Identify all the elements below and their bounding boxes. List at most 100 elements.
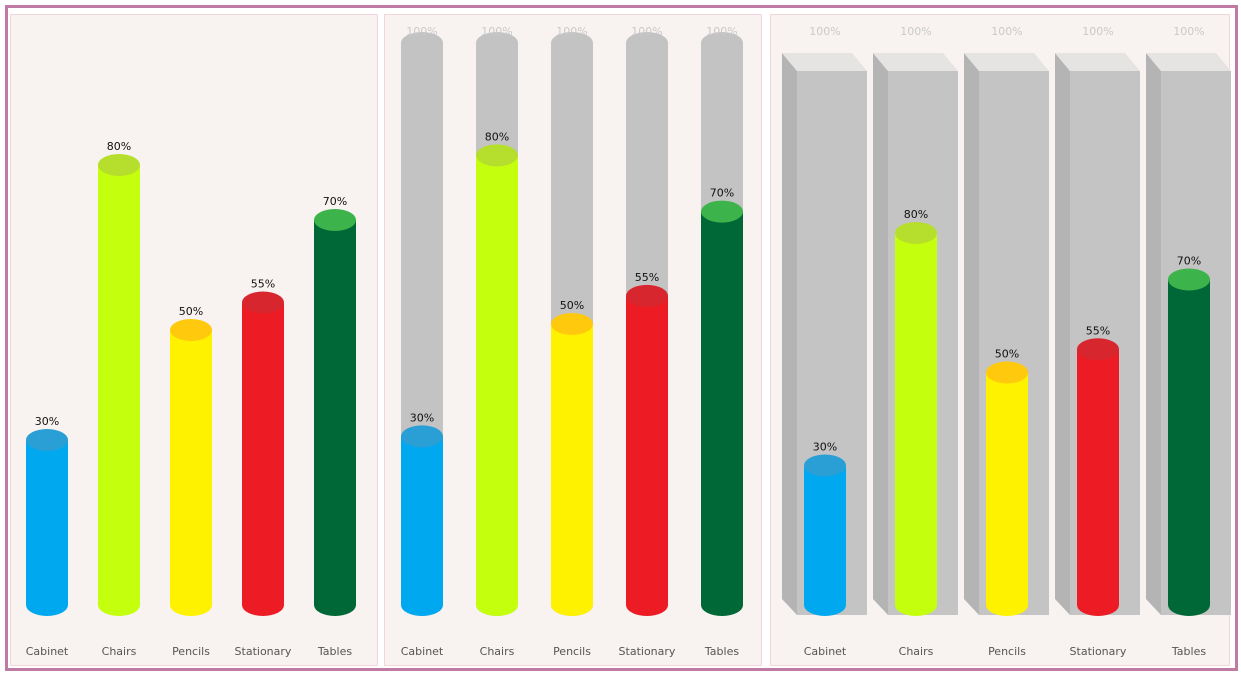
chart1-max-label: 100% [406,25,437,38]
cylinder-bar-chart-in-boxes: 100% 30% Cabinet 100% 80% Chairs 100% 50% Pencil… [782,25,1231,658]
chart1-category-label-chairs: Chairs [480,645,515,658]
chart1-background-cylinder-cap [401,32,443,54]
chart0-category-label-tables: Tables [317,645,352,658]
chart0-bar-tables-body [314,220,356,605]
chart0-category-label-cabinet: Cabinet [26,645,69,658]
chart0-bar-pencils-body [170,330,212,605]
chart0-bar-chairs-cap [98,154,140,176]
chart1-value-label-pencils: 50% [560,299,584,312]
chart2-box-top [964,53,1049,71]
chart0-value-label-stationary: 55% [251,278,275,291]
chart2-box-top [782,53,867,71]
chart2-category-label-chairs: Chairs [899,645,934,658]
chart2-bar-stationary-body [1077,349,1119,605]
chart2-box-side [782,53,797,615]
chart0-category-label-chairs: Chairs [102,645,137,658]
chart1-bar-chairs-base [476,594,518,616]
chart0-bar-cabinet-body [26,440,68,605]
chart0-value-label-cabinet: 30% [35,415,59,428]
chart0-bar-chairs-body [98,165,140,605]
chart2-bar-pencils-base [986,594,1028,616]
chart2-category-label-tables: Tables [1171,645,1206,658]
chart1-background-cylinder-cap [476,32,518,54]
chart2-box-top [1055,53,1140,71]
chart-panel-cylinders-with-background: 100% 30% Cabinet 100% 80% Chairs 100% 50% Pencil… [384,14,762,666]
chart0-value-label-chairs: 80% [107,140,131,153]
chart2-box-side [873,53,888,615]
chart2-bar-cabinet-base [804,594,846,616]
chart-panel-cylinders-in-boxes: 100% 30% Cabinet 100% 80% Chairs 100% 50% Pencil… [770,14,1231,666]
chart2-bar-stationary-base [1077,594,1119,616]
chart0-bar-stationary-cap [242,291,284,314]
chart0-value-label-pencils: 50% [179,305,203,318]
chart2-bar-chairs-body [895,233,937,605]
chart1-category-label-stationary: Stationary [619,645,676,658]
chart0-bar-tables-cap [314,209,356,231]
chart0-category-label-pencils: Pencils [172,645,210,658]
chart1-bar-chairs-cap [476,144,518,167]
chart2-bar-cabinet-body [804,465,846,605]
chart1-bar-tables-base [701,594,743,616]
chart1-bar-pencils-body [551,324,593,605]
chart1-max-label: 100% [481,25,512,38]
chart2-bar-tables-base [1168,594,1210,616]
chart2-value-label-stationary: 55% [1086,324,1110,337]
chart1-bar-tables-cap [701,200,743,223]
chart1-bar-cabinet-base [401,594,443,616]
chart1-bar-chairs-body [476,155,518,605]
dashboard-frame: 30% Cabinet 80% Chairs 50% Pencils 55% Stationa… [5,5,1238,671]
chart2-bar-cabinet-cap [804,454,846,477]
chart1-value-label-cabinet: 30% [410,411,434,424]
cylinder-bar-chart-with-background: 100% 30% Cabinet 100% 80% Chairs 100% 50% Pencil… [401,25,743,658]
chart1-max-label: 100% [631,25,662,38]
chart2-category-label-pencils: Pencils [988,645,1026,658]
chart2-bar-chairs-base [895,594,937,616]
chart1-value-label-tables: 70% [710,187,734,200]
chart2-bar-pencils-cap [986,361,1028,384]
chart1-value-label-chairs: 80% [485,130,509,143]
chart2-max-label: 100% [900,25,931,38]
chart1-bar-stationary-cap [626,284,668,307]
chart2-box-side [964,53,979,615]
chart2-box-top [1146,53,1231,71]
chart0-bar-cabinet-base [26,594,68,616]
chart0-bar-chairs-base [98,594,140,616]
chart2-max-label: 100% [1082,25,1113,38]
chart2-value-label-cabinet: 30% [813,441,837,454]
chart1-background-cylinder-cap [551,32,593,54]
chart2-value-label-tables: 70% [1177,255,1201,268]
cylinder-bar-chart: 30% Cabinet 80% Chairs 50% Pencils 55% Stationa… [26,140,356,658]
chart1-bar-cabinet-body [401,436,443,605]
chart1-max-label: 100% [706,25,737,38]
chart1-bar-pencils-base [551,594,593,616]
chart0-bar-cabinet-cap [26,429,68,451]
chart2-bar-pencils-body [986,372,1028,605]
chart2-bar-chairs-cap [895,222,937,244]
chart0-bar-pencils-base [170,594,212,616]
chart1-category-label-cabinet: Cabinet [401,645,444,658]
chart1-background-cylinder-cap [701,32,743,54]
chart0-bar-stationary-base [242,594,284,616]
chart1-category-label-tables: Tables [704,645,739,658]
chart1-bar-pencils-cap [551,313,593,335]
chart2-box-side [1055,53,1070,615]
chart2-bar-tables-cap [1168,268,1210,291]
chart1-background-cylinder-cap [626,32,668,54]
chart1-max-label: 100% [556,25,587,38]
chart0-bar-pencils-cap [170,319,212,341]
chart2-max-label: 100% [809,25,840,38]
chart1-value-label-stationary: 55% [635,271,659,284]
chart-panel-basic-cylinders: 30% Cabinet 80% Chairs 50% Pencils 55% Stationa… [10,14,378,666]
chart2-category-label-stationary: Stationary [1070,645,1127,658]
chart1-bar-stationary-body [626,295,668,605]
chart2-category-label-cabinet: Cabinet [804,645,847,658]
chart2-box-top [873,53,958,71]
chart1-category-label-pencils: Pencils [553,645,591,658]
chart0-category-label-stationary: Stationary [235,645,292,658]
chart2-bar-stationary-cap [1077,338,1119,361]
chart1-bar-tables-body [701,211,743,605]
chart0-bar-tables-base [314,594,356,616]
chart1-bar-cabinet-cap [401,425,443,448]
chart2-value-label-chairs: 80% [904,208,928,221]
chart2-bar-tables-body [1168,279,1210,605]
